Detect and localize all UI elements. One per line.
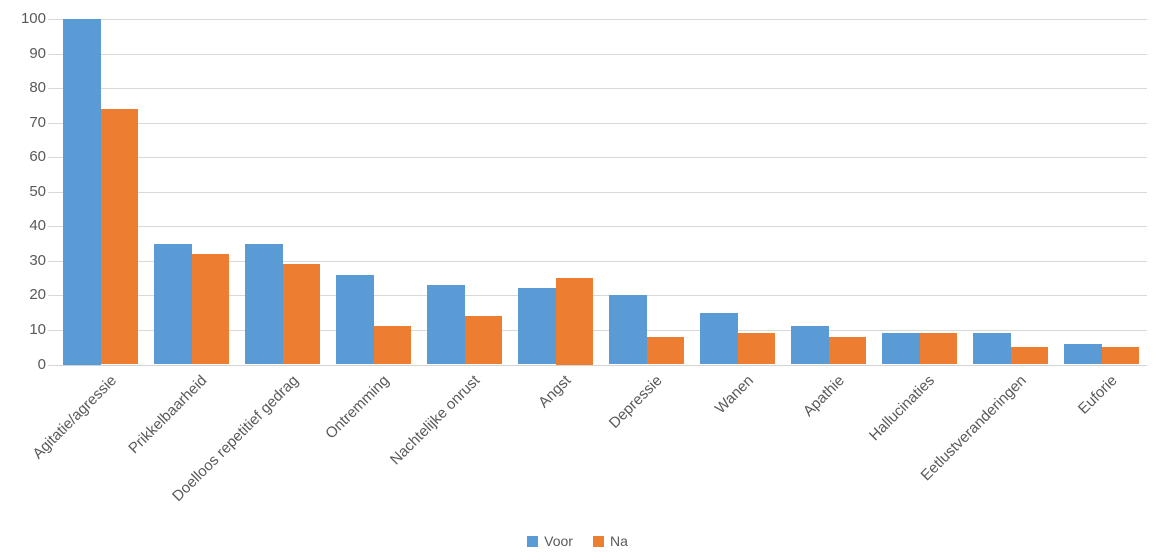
bar-na-6 — [555, 278, 593, 365]
y-axis-tick — [48, 122, 55, 124]
x-axis-category-label: Wanen — [711, 372, 757, 418]
bar-voor-8 — [700, 312, 738, 365]
bar-voor-10 — [882, 333, 920, 365]
y-axis-label: 50 — [29, 182, 46, 200]
bar-na-10 — [919, 333, 957, 365]
bar-na-11 — [1010, 347, 1048, 365]
bar-na-4 — [373, 326, 411, 365]
legend-label: Voor — [544, 533, 573, 549]
gridline-y-50 — [55, 191, 1147, 193]
x-axis-category-label: Nachtelijke onrust — [387, 372, 484, 469]
x-axis-category-label: Euforie — [1074, 372, 1121, 418]
gridline-y-70 — [55, 122, 1147, 124]
bar-na-8 — [737, 333, 775, 365]
bar-voor-5 — [427, 285, 465, 365]
gridline-y-60 — [55, 157, 1147, 159]
legend-label: Na — [609, 533, 628, 549]
y-axis-tick — [48, 329, 55, 331]
bar-voor-9 — [791, 326, 829, 365]
legend-item-voor: Voor — [527, 533, 573, 549]
bar-voor-7 — [609, 295, 647, 365]
y-axis-label: 70 — [29, 113, 46, 131]
bar-voor-1 — [63, 19, 101, 365]
y-axis-label: 100 — [20, 10, 46, 27]
y-axis-label: 10 — [29, 320, 46, 338]
bar-na-12 — [1101, 347, 1139, 365]
y-axis-tick — [48, 191, 55, 193]
legend-swatch-icon — [592, 535, 604, 547]
gridline-y-10 — [55, 329, 1147, 331]
gridline-y-100 — [55, 19, 1147, 20]
x-axis-category-label: Ontremming — [322, 372, 393, 443]
gridline-y-40 — [55, 226, 1147, 228]
bar-na-9 — [828, 336, 866, 365]
x-axis-line — [55, 364, 1147, 366]
y-axis-label: 30 — [29, 251, 46, 269]
bar-voor-4 — [336, 274, 374, 365]
bar-voor-6 — [518, 288, 556, 365]
y-axis-tick — [48, 226, 55, 228]
y-axis-label: 90 — [29, 44, 46, 62]
x-axis-category-label: Prikkelbaarheid — [125, 372, 211, 458]
y-axis-label: 40 — [29, 217, 46, 235]
y-axis-tick — [48, 19, 55, 20]
y-axis-label: 80 — [29, 79, 46, 97]
legend-swatch-icon — [527, 535, 539, 547]
gridline-y-20 — [55, 295, 1147, 297]
y-axis-tick — [48, 295, 55, 297]
bar-na-7 — [646, 336, 684, 365]
bar-voor-11 — [973, 333, 1011, 365]
legend: Voor Na — [0, 533, 1155, 549]
gridline-y-80 — [55, 88, 1147, 90]
y-axis-tick — [48, 157, 55, 159]
y-axis-label: 20 — [29, 286, 46, 304]
bar-na-3 — [282, 264, 320, 365]
bar-na-1 — [100, 108, 138, 365]
gridline-y-90 — [55, 53, 1147, 55]
y-axis-label: 0 — [37, 355, 46, 373]
y-axis-tick — [48, 53, 55, 55]
bar-voor-12 — [1064, 343, 1102, 365]
bar-na-5 — [464, 316, 502, 365]
x-axis-category-label: Depressie — [605, 372, 666, 432]
y-axis-label: 60 — [29, 148, 46, 166]
bar-voor-2 — [154, 243, 192, 365]
gridline-y-30 — [55, 260, 1147, 262]
y-axis-tick — [48, 260, 55, 262]
x-axis-category-label: Hallucinaties — [866, 372, 939, 445]
x-axis-category-label: Apathie — [799, 372, 848, 420]
y-axis-tick — [48, 88, 55, 90]
legend-item-na: Na — [592, 533, 628, 549]
x-axis-category-label: Angst — [535, 372, 575, 412]
bar-na-2 — [191, 253, 229, 365]
y-axis-tick — [48, 364, 55, 366]
bar-voor-3 — [245, 243, 283, 365]
x-axis-category-label: Agitatie/agressie — [29, 372, 120, 463]
